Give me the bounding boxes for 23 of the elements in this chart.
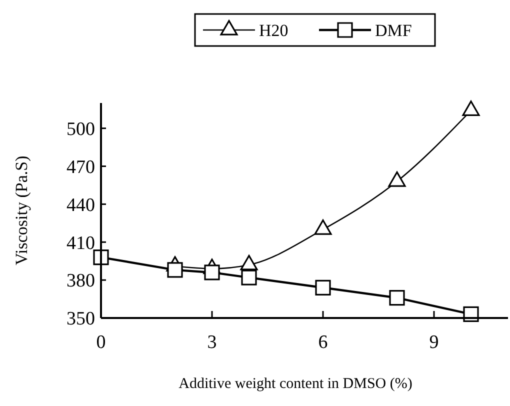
y-axis-title: Viscosity (Pa.S): [12, 156, 31, 266]
point: [463, 306, 479, 322]
y-tick-label: 410: [66, 232, 95, 254]
y-tick-label: 440: [66, 194, 95, 216]
x-tick-label: 3: [207, 332, 217, 353]
point: [167, 262, 183, 278]
point: [462, 100, 480, 116]
point: [315, 280, 331, 296]
y-tick-label: 500: [66, 118, 95, 140]
y-tick-label: 350: [66, 308, 95, 330]
point: [93, 249, 109, 266]
legend-label: DMF: [375, 20, 412, 40]
x-axis-title: Additive weight content in DMSO (%): [178, 376, 412, 392]
y-tick-label: 470: [66, 156, 95, 178]
point: [388, 171, 406, 187]
legend-label: H20: [259, 20, 288, 40]
x-tick-label: 9: [429, 332, 439, 353]
point: [241, 270, 257, 286]
y-tick-label: 380: [66, 270, 95, 292]
point: [204, 264, 220, 280]
x-tick-label: 0: [96, 332, 106, 353]
point: [389, 290, 405, 306]
x-tick-label: 6: [318, 332, 328, 353]
